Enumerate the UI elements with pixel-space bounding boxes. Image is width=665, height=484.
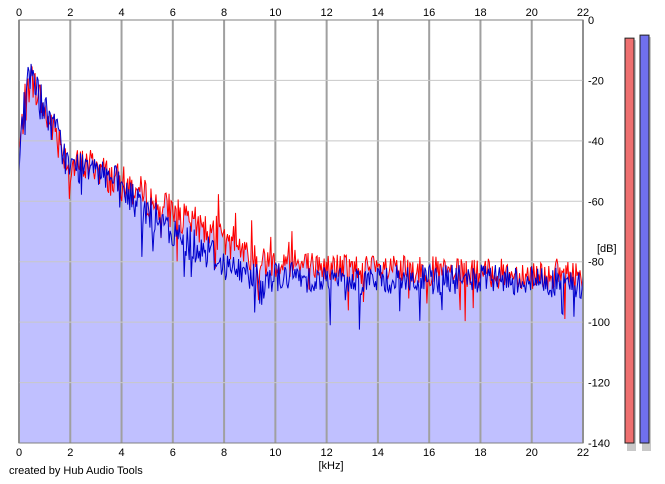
- x-tick-top-4: 4: [118, 7, 124, 19]
- credit-text: created by Hub Audio Tools: [9, 465, 143, 477]
- x-tick-top-6: 6: [170, 7, 176, 19]
- x-tick-top-8: 8: [221, 7, 227, 19]
- x-tick-bottom-6: 6: [170, 447, 176, 459]
- x-tick-bottom-18: 18: [474, 447, 486, 459]
- x-tick-bottom-20: 20: [526, 447, 538, 459]
- x-tick-top-0: 0: [16, 7, 22, 19]
- y-tick-60: -60: [588, 196, 604, 208]
- y-tick-0: 0: [588, 15, 594, 27]
- y-tick-80: -80: [588, 257, 604, 269]
- x-tick-top-10: 10: [269, 7, 281, 19]
- x-tick-bottom-14: 14: [372, 447, 384, 459]
- x-tick-bottom-8: 8: [221, 447, 227, 459]
- x-tick-top-20: 20: [526, 7, 538, 19]
- x-tick-top-12: 12: [321, 7, 333, 19]
- y-tick-20: -20: [588, 75, 604, 87]
- spectrum-area-fill: [19, 63, 583, 443]
- meter-blue-bar: [639, 34, 650, 444]
- x-tick-top-22: 22: [577, 7, 589, 19]
- plot-frame: [18, 19, 584, 444]
- x-tick-bottom-4: 4: [118, 447, 124, 459]
- x-tick-top-18: 18: [474, 7, 486, 19]
- y-tick-120: -120: [588, 378, 610, 390]
- x-tick-bottom-10: 10: [269, 447, 281, 459]
- series-blue-line: [18, 63, 584, 330]
- meter-red-bar: [624, 37, 635, 444]
- x-tick-bottom-22: 22: [577, 447, 589, 459]
- x-tick-top-2: 2: [67, 7, 73, 19]
- x-tick-bottom-16: 16: [423, 447, 435, 459]
- y-tick-100: -100: [588, 317, 610, 329]
- y-tick-140: -140: [588, 438, 610, 450]
- x-tick-bottom-2: 2: [67, 447, 73, 459]
- x-tick-bottom-12: 12: [321, 447, 333, 459]
- x-tick-top-14: 14: [372, 7, 384, 19]
- x-tick-bottom-0: 0: [16, 447, 22, 459]
- series-red-line: [18, 64, 584, 322]
- x-tick-top-16: 16: [423, 7, 435, 19]
- y-tick-40: -40: [588, 136, 604, 148]
- y-axis-label: [dB]: [597, 243, 617, 255]
- x-axis-label: [kHz]: [318, 460, 343, 472]
